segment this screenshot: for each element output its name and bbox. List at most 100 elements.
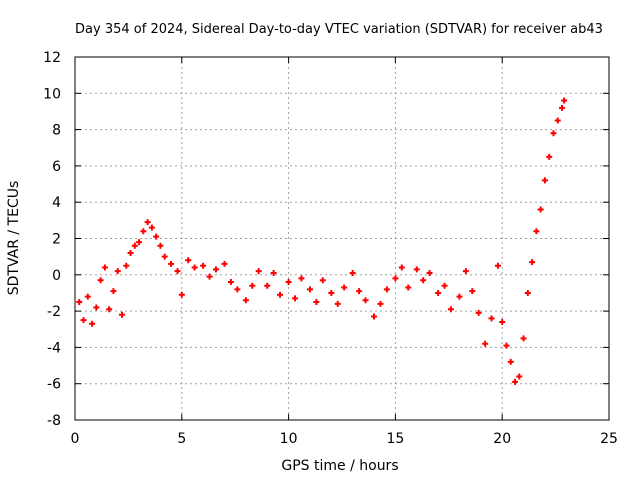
data-point xyxy=(512,378,519,385)
data-point xyxy=(469,288,476,295)
data-point xyxy=(298,275,305,282)
y-tick-label: 2 xyxy=(52,232,61,248)
data-point xyxy=(212,266,219,273)
data-point xyxy=(426,269,433,276)
x-tick-label: 15 xyxy=(386,431,404,447)
y-tick-label: -8 xyxy=(47,413,61,429)
data-point xyxy=(292,295,299,302)
data-point xyxy=(89,320,96,327)
data-point xyxy=(533,228,540,235)
data-point xyxy=(328,289,335,296)
data-point xyxy=(475,309,482,316)
data-point xyxy=(546,153,553,160)
data-point xyxy=(377,300,384,307)
x-tick-label: 5 xyxy=(177,431,186,447)
data-point xyxy=(349,269,356,276)
chart-title: Day 354 of 2024, Sidereal Day-to-day VTE… xyxy=(75,22,603,37)
x-tick-label: 25 xyxy=(600,431,618,447)
y-tick-labels: -8 -6 -4 -2 0 2 4 6 8 10 12 xyxy=(43,50,61,429)
data-point xyxy=(270,269,277,276)
data-point xyxy=(174,268,181,275)
data-point xyxy=(178,291,185,298)
data-point xyxy=(191,264,198,271)
data-point xyxy=(255,268,262,275)
data-point xyxy=(499,318,506,325)
data-point xyxy=(405,284,412,291)
data-point xyxy=(319,277,326,284)
data-point xyxy=(277,291,284,298)
grid-lines xyxy=(75,57,609,420)
data-point xyxy=(529,259,536,266)
y-tick-label: 0 xyxy=(52,268,61,284)
data-point xyxy=(206,273,213,280)
data-point xyxy=(131,242,138,249)
data-point xyxy=(97,277,104,284)
data-point xyxy=(456,293,463,300)
data-point xyxy=(227,279,234,286)
y-tick-label: 4 xyxy=(52,195,61,211)
data-point xyxy=(520,335,527,342)
data-point xyxy=(341,284,348,291)
data-point xyxy=(106,306,113,313)
data-point xyxy=(462,268,469,275)
data-point xyxy=(413,266,420,273)
y-axis-label: SDTVAR / TECUs xyxy=(6,181,22,296)
data-point xyxy=(123,262,130,269)
data-point xyxy=(503,342,510,349)
x-tick-labels: 0 5 10 15 20 25 xyxy=(71,431,618,447)
data-point xyxy=(441,282,448,289)
data-point xyxy=(148,224,155,231)
data-point xyxy=(554,117,561,124)
data-point xyxy=(144,219,151,226)
data-point xyxy=(398,264,405,271)
data-point xyxy=(524,289,531,296)
y-tick-label: 8 xyxy=(52,123,61,139)
data-point xyxy=(264,282,271,289)
data-point xyxy=(242,297,249,304)
data-point xyxy=(249,282,256,289)
x-tick-label: 20 xyxy=(493,431,511,447)
tick-marks xyxy=(74,56,610,421)
data-point xyxy=(84,293,91,300)
data-points xyxy=(76,97,568,385)
data-point xyxy=(110,288,117,295)
data-point xyxy=(516,373,523,380)
data-point xyxy=(447,306,454,313)
data-point xyxy=(537,206,544,213)
data-point xyxy=(80,317,87,324)
data-point xyxy=(383,286,390,293)
data-point xyxy=(161,253,168,260)
data-point xyxy=(392,275,399,282)
data-point xyxy=(136,239,143,246)
data-point xyxy=(561,97,568,104)
data-point xyxy=(541,177,548,184)
data-point xyxy=(488,315,495,322)
data-point xyxy=(362,297,369,304)
y-tick-label: 12 xyxy=(43,50,61,66)
data-point xyxy=(334,300,341,307)
x-axis-label: GPS time / hours xyxy=(281,458,398,474)
data-point xyxy=(559,104,566,111)
data-point xyxy=(221,260,228,267)
y-tick-label: -4 xyxy=(47,340,61,356)
data-point xyxy=(76,299,83,306)
data-point xyxy=(127,250,134,257)
data-point xyxy=(550,130,557,137)
data-point xyxy=(168,260,175,267)
y-tick-label: 10 xyxy=(43,86,61,102)
data-point xyxy=(101,264,108,271)
data-point xyxy=(114,268,121,275)
data-point xyxy=(371,313,378,320)
x-tick-label: 0 xyxy=(71,431,80,447)
y-tick-label: 6 xyxy=(52,159,61,175)
x-tick-label: 10 xyxy=(280,431,298,447)
data-point xyxy=(153,233,160,240)
data-point xyxy=(200,262,207,269)
data-point xyxy=(313,299,320,306)
data-point xyxy=(93,304,100,311)
data-point xyxy=(140,228,147,235)
data-point xyxy=(285,279,292,286)
data-point xyxy=(157,242,164,249)
